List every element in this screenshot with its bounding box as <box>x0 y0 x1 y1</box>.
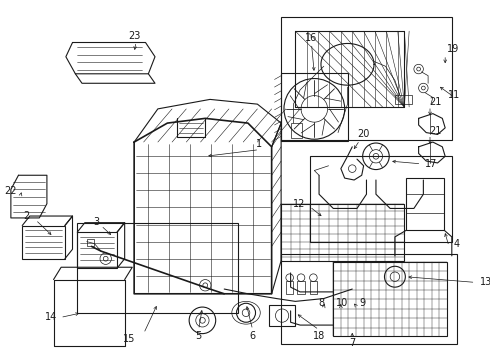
Bar <box>281 204 404 261</box>
Bar <box>333 262 447 336</box>
Text: 7: 7 <box>349 338 355 348</box>
Bar <box>77 223 239 313</box>
Bar <box>281 17 452 140</box>
Bar <box>87 239 94 246</box>
Bar <box>310 156 452 242</box>
Text: 5: 5 <box>196 330 202 341</box>
Bar <box>310 280 317 294</box>
Bar <box>281 254 457 344</box>
Bar <box>22 225 65 259</box>
Text: 21: 21 <box>430 126 442 136</box>
Text: 20: 20 <box>357 130 370 139</box>
Bar <box>406 178 444 230</box>
Text: 17: 17 <box>425 159 438 169</box>
Bar <box>269 305 295 326</box>
Text: 10: 10 <box>336 298 348 308</box>
Text: 8: 8 <box>318 298 324 308</box>
Bar <box>297 280 305 294</box>
Bar <box>395 95 412 104</box>
Text: 2: 2 <box>23 211 29 221</box>
Bar <box>291 123 302 138</box>
Text: 13: 13 <box>480 278 490 287</box>
Text: 11: 11 <box>448 90 460 100</box>
Text: 19: 19 <box>447 44 459 54</box>
Text: 21: 21 <box>430 97 442 107</box>
Text: 9: 9 <box>360 298 366 308</box>
Bar <box>77 232 117 268</box>
Bar <box>281 73 347 141</box>
Bar <box>286 280 294 294</box>
Text: 12: 12 <box>293 199 305 209</box>
Text: 3: 3 <box>93 217 99 227</box>
Text: 23: 23 <box>128 31 140 41</box>
Text: 14: 14 <box>45 312 57 323</box>
Text: 6: 6 <box>249 330 256 341</box>
Text: 22: 22 <box>4 186 17 196</box>
Text: 1: 1 <box>256 139 262 149</box>
Text: 4: 4 <box>453 239 460 248</box>
Text: 16: 16 <box>305 33 318 43</box>
Text: 18: 18 <box>313 330 325 341</box>
Text: 15: 15 <box>123 334 136 344</box>
